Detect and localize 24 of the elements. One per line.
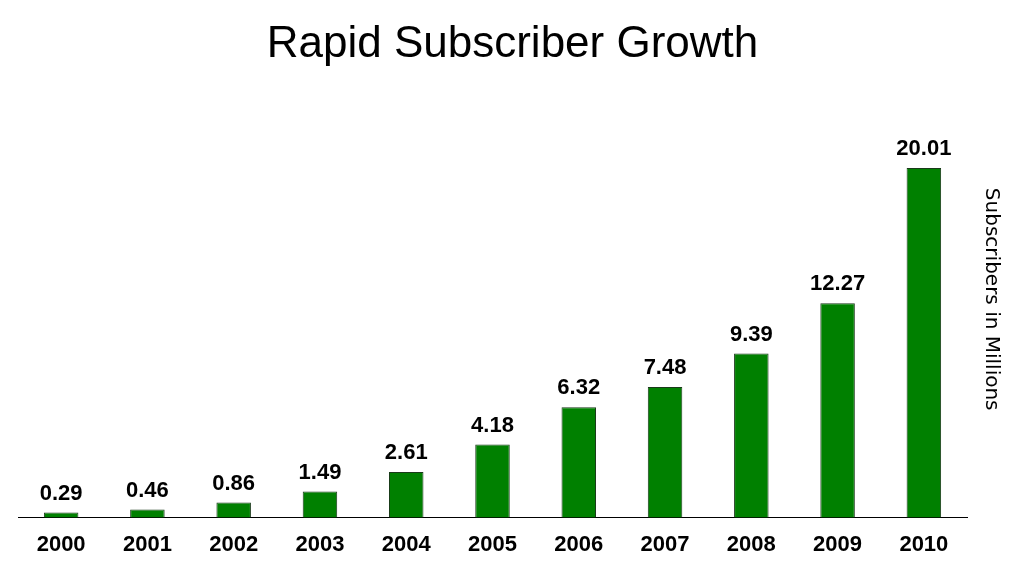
data-label: 0.29: [39, 479, 83, 505]
data-label: 1.49: [298, 458, 342, 484]
data-label: 6.32: [557, 374, 601, 400]
data-label: 2.61: [384, 439, 428, 465]
chart-title: Rapid Subscriber Growth: [266, 16, 759, 66]
x-tick-label: 2004: [381, 530, 432, 556]
data-label: 20.01: [896, 135, 952, 161]
x-tick-label: 2005: [468, 530, 517, 556]
data-label: 0.86: [212, 469, 256, 495]
data-label: 7.48: [643, 353, 687, 379]
x-tick-label: 2000: [36, 530, 86, 556]
x-tick-label: 2010: [899, 530, 949, 556]
y-axis-title: Subscribers in Millions: [980, 187, 1005, 411]
data-label: 0.46: [126, 476, 169, 502]
x-tick-label: 2003: [295, 530, 345, 556]
x-tick-label: 2009: [813, 530, 863, 556]
x-tick-label: 2002: [209, 530, 259, 556]
x-tick-label: 2008: [726, 530, 776, 556]
x-tick-label: 2006: [554, 530, 604, 556]
x-tick-label: 2007: [640, 530, 690, 556]
data-label: 12.27: [810, 270, 866, 296]
data-label: 4.18: [471, 411, 514, 437]
data-label: 9.39: [729, 320, 773, 346]
x-tick-label: 2001: [122, 530, 172, 556]
